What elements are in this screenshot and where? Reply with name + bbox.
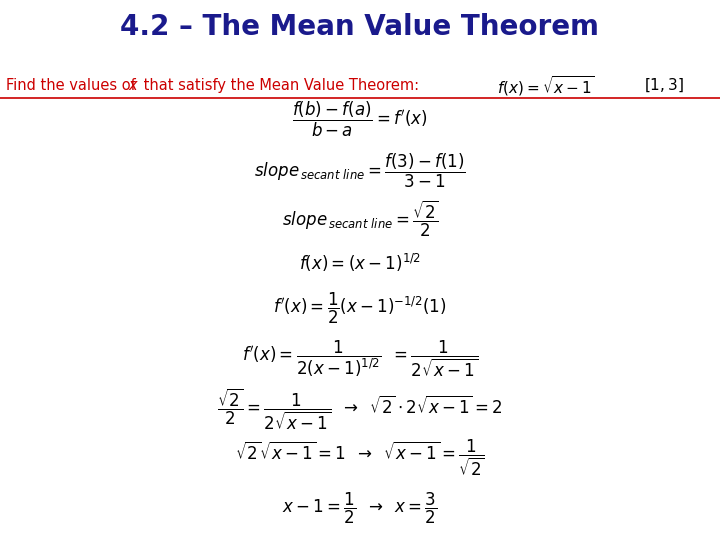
Text: $[1,3]$: $[1,3]$ xyxy=(644,77,684,94)
Text: $\mathit{slope}_{\,\mathit{secant\ line}} = \dfrac{\sqrt{2}}{2}$: $\mathit{slope}_{\,\mathit{secant\ line}… xyxy=(282,199,438,239)
Text: $\dfrac{f(b)-f(a)}{b-a} = f'(x)$: $\dfrac{f(b)-f(a)}{b-a} = f'(x)$ xyxy=(292,100,428,139)
Text: $x - 1 = \dfrac{1}{2} \;\; \rightarrow \;\; x = \dfrac{3}{2}$: $x - 1 = \dfrac{1}{2} \;\; \rightarrow \… xyxy=(282,491,438,526)
Text: $f'(x) = \dfrac{1}{2(x-1)^{1/2}} \;\; = \dfrac{1}{2\sqrt{x-1}}$: $f'(x) = \dfrac{1}{2(x-1)^{1/2}} \;\; = … xyxy=(242,339,478,380)
Text: $\mathit{slope}_{\,\mathit{secant\ line}} = \dfrac{f(3)-f(1)}{3-1}$: $\mathit{slope}_{\,\mathit{secant\ line}… xyxy=(254,152,466,190)
Text: $f(x) = (x-1)^{1/2}$: $f(x) = (x-1)^{1/2}$ xyxy=(299,252,421,274)
Text: 4.2 – The Mean Value Theorem: 4.2 – The Mean Value Theorem xyxy=(120,13,600,41)
Text: $\sqrt{2}\sqrt{x-1} = 1 \;\; \rightarrow \;\; \sqrt{x-1} = \dfrac{1}{\sqrt{2}}$: $\sqrt{2}\sqrt{x-1} = 1 \;\; \rightarrow… xyxy=(235,438,485,478)
Text: Find the values of: Find the values of xyxy=(6,78,140,93)
Text: $f(x) = \sqrt{x-1}$: $f(x) = \sqrt{x-1}$ xyxy=(497,73,595,98)
Text: $f'(x) = \dfrac{1}{2}(x-1)^{-1/2}(1)$: $f'(x) = \dfrac{1}{2}(x-1)^{-1/2}(1)$ xyxy=(274,291,446,326)
Text: $x$: $x$ xyxy=(128,78,139,93)
Text: that satisfy the Mean Value Theorem:: that satisfy the Mean Value Theorem: xyxy=(139,78,419,93)
Text: $\dfrac{\sqrt{2}}{2} = \dfrac{1}{2\sqrt{x-1}} \;\; \rightarrow \;\; \sqrt{2}\cdo: $\dfrac{\sqrt{2}}{2} = \dfrac{1}{2\sqrt{… xyxy=(217,387,503,433)
